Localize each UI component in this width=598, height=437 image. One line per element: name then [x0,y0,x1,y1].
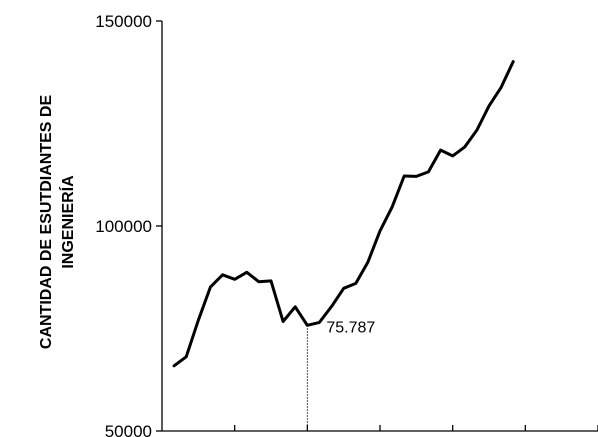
y-tick-label: 100000 [95,217,152,236]
x-axis [162,425,598,432]
y-tick-label: 150000 [95,12,152,31]
plot-area: 75.787 [172,60,515,431]
y-axis-title-line-2: INGENIERÍA [58,175,77,269]
y-axis-title: CANTIDAD DE ESUTDIANTES DE INGENIERÍA [38,95,77,350]
y-tick-label: 50000 [105,422,152,437]
y-axis-title-line-1: CANTIDAD DE ESUTDIANTES DE [38,95,55,350]
series-line-1 [172,60,515,368]
annotation-label: 75.787 [326,319,375,336]
y-axis: 150000 100000 50000 [95,12,163,437]
